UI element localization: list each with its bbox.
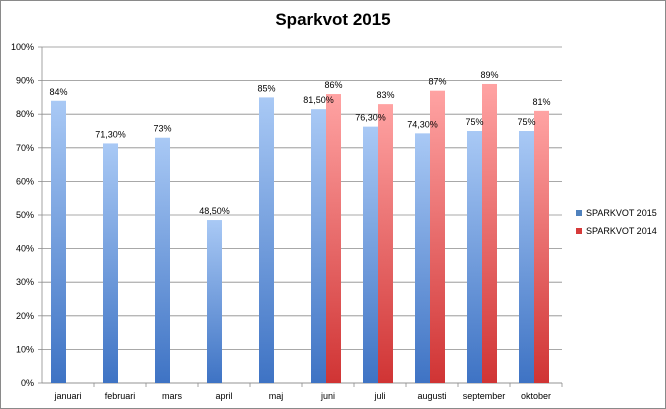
- bar-sparkvot-2014: [430, 90, 445, 384]
- y-tick-label: 50%: [16, 210, 34, 220]
- data-label-2015: 81,50%: [303, 95, 334, 105]
- data-label-2015: 73%: [153, 124, 171, 134]
- y-tick-label: 40%: [16, 244, 34, 254]
- x-tick-label: juni: [320, 391, 335, 401]
- legend-item-2015: SPARKVOT 2015: [576, 204, 657, 222]
- y-tick-label: 30%: [16, 277, 34, 287]
- bar-sparkvot-2014: [482, 83, 497, 384]
- legend-item-2014: SPARKVOT 2014: [576, 222, 657, 240]
- bar-sparkvot-2014: [326, 94, 341, 383]
- chart-title: Sparkvot 2015: [275, 10, 391, 29]
- x-tick-label: juli: [373, 391, 385, 401]
- y-tick-label: 70%: [16, 143, 34, 153]
- x-tick-label: april: [215, 391, 232, 401]
- data-label-2015: 48,50%: [199, 206, 230, 216]
- y-tick-label: 20%: [16, 311, 34, 321]
- bar-sparkvot-2015: [363, 126, 378, 383]
- x-tick-label: januari: [53, 391, 81, 401]
- data-label-2014: 86%: [324, 80, 342, 90]
- bar-sparkvot-2015: [155, 137, 170, 383]
- data-label-2015: 85%: [257, 83, 275, 93]
- bar-sparkvot-2015: [467, 131, 482, 383]
- y-tick-label: 60%: [16, 176, 34, 186]
- bar-sparkvot-2015: [311, 109, 326, 383]
- legend-label-2014: SPARKVOT 2014: [586, 226, 657, 236]
- data-label-2014: 87%: [428, 77, 446, 87]
- data-label-2015: 84%: [49, 87, 67, 97]
- data-label-2015: 76,30%: [355, 113, 386, 123]
- bar-sparkvot-2015: [519, 131, 534, 383]
- data-label-2015: 75%: [517, 117, 535, 127]
- x-tick-label: februari: [105, 391, 136, 401]
- bar-sparkvot-2015: [103, 143, 118, 383]
- x-tick-label: augusti: [417, 391, 446, 401]
- bar-sparkvot-2015: [415, 133, 430, 383]
- bar-sparkvot-2014: [378, 104, 393, 384]
- bar-sparkvot-2015: [51, 100, 66, 383]
- x-tick-label: mars: [162, 391, 182, 401]
- y-tick-label: 90%: [16, 76, 34, 86]
- x-tick-label: oktober: [521, 391, 551, 401]
- data-label-2015: 75%: [465, 117, 483, 127]
- y-tick-label: 80%: [16, 109, 34, 119]
- bar-sparkvot-2015: [259, 97, 274, 384]
- legend-swatch-2015: [576, 210, 582, 216]
- y-tick-label: 10%: [16, 344, 34, 354]
- legend: SPARKVOT 2015 SPARKVOT 2014: [576, 204, 657, 240]
- data-label-2014: 89%: [480, 70, 498, 80]
- y-tick-label: 0%: [21, 378, 34, 388]
- bar-sparkvot-2015: [207, 220, 222, 383]
- y-tick-label: 100%: [11, 42, 34, 52]
- legend-swatch-2014: [576, 228, 582, 234]
- x-tick-label: september: [463, 391, 506, 401]
- data-label-2014: 81%: [532, 97, 550, 107]
- x-tick-label: maj: [269, 391, 284, 401]
- data-label-2015: 71,30%: [95, 129, 126, 139]
- bar-sparkvot-2014: [534, 110, 549, 383]
- legend-label-2015: SPARKVOT 2015: [586, 208, 657, 218]
- data-label-2014: 83%: [376, 90, 394, 100]
- data-label-2015: 74,30%: [407, 119, 438, 129]
